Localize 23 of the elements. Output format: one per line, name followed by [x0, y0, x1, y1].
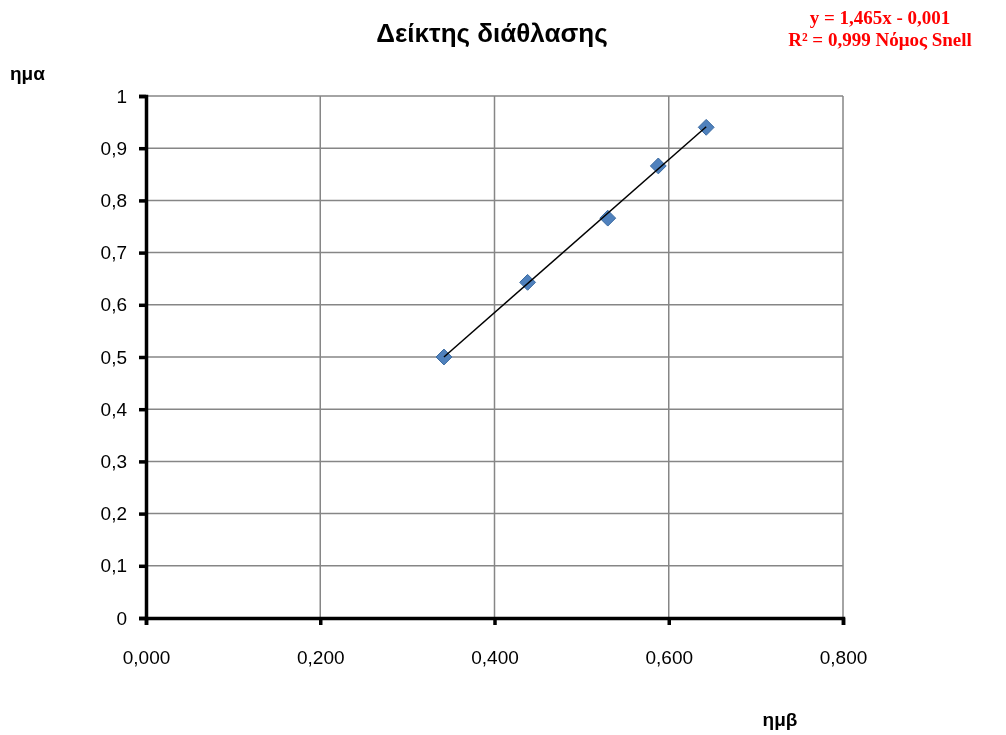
x-tick-label: 0,600	[645, 647, 694, 669]
point	[697, 118, 715, 136]
y-tick-label: 1	[116, 85, 127, 107]
y-tick-label: 0,6	[100, 294, 127, 316]
chart-title: Δείκτης διάθλασης	[376, 18, 608, 48]
y-tick-label: 0,9	[100, 137, 127, 159]
y-tick-label: 0,2	[100, 503, 127, 525]
y-tick-label: 0,4	[100, 398, 128, 420]
x-tick-label: 0,800	[819, 647, 868, 669]
y-tick-label: 0	[116, 607, 127, 629]
text: R² = 0,999 Νόμος Snell	[788, 29, 972, 50]
x-axis-title: ημβ	[762, 709, 798, 730]
x-tick-label: 0,000	[122, 647, 171, 669]
y-tick-label: 0,7	[100, 242, 127, 264]
y-tick-label: 0,1	[100, 555, 127, 577]
y-tick-label: 0,8	[100, 189, 127, 211]
y-tick-label: 0,5	[100, 346, 127, 368]
x-tick-label: 0,400	[471, 647, 519, 669]
point	[435, 348, 453, 366]
text: y = 1,465x - 0,001	[809, 7, 951, 28]
y-tick-label: 0,3	[100, 450, 127, 472]
y-axis-title: ημα	[10, 63, 46, 84]
x-tick-label: 0,200	[296, 647, 345, 669]
